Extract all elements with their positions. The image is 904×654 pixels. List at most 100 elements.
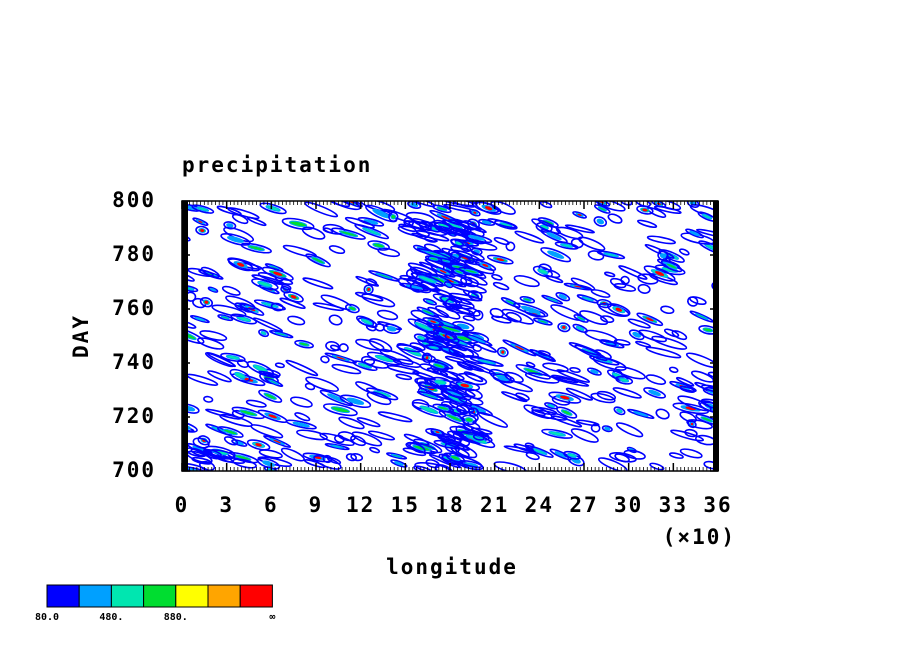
contour-blob: [294, 339, 314, 349]
contour-ring: [232, 458, 257, 469]
chart-title: precipitation: [182, 153, 372, 177]
contour-ring: [220, 233, 251, 246]
contour-blob: [189, 315, 210, 324]
contour-ring: [239, 302, 265, 316]
contour-blob: [191, 204, 215, 214]
contour-ring: [514, 230, 545, 244]
contour-ring: [366, 391, 392, 406]
contour-blob: [192, 217, 209, 226]
contour-ring: [345, 303, 360, 314]
contour-blob: [627, 318, 651, 329]
contour-blob: [280, 447, 305, 462]
contour-ring: [700, 416, 714, 423]
contour-core: [439, 269, 447, 274]
contour-blob: [345, 303, 360, 314]
contour-ring: [505, 241, 516, 252]
contour-blob: [657, 250, 669, 261]
x-tick-label: 12: [346, 493, 375, 517]
contour-ring: [599, 339, 617, 347]
contour-ring: [689, 230, 700, 237]
contour-blob: [192, 437, 210, 449]
contour-ring: [436, 206, 448, 212]
contour-blob: [338, 416, 365, 430]
contour-blob: [281, 217, 315, 231]
contour-blob: [338, 343, 349, 353]
contour-blob: [612, 387, 642, 399]
contour-ring: [570, 428, 599, 443]
contour-blob: [302, 277, 334, 290]
contour-blob: [203, 448, 222, 457]
contour-blob: [231, 213, 249, 225]
contour-blob: [331, 363, 362, 375]
contour-ring: [199, 330, 228, 342]
contour-ring: [231, 213, 249, 225]
contour-blob: [671, 330, 688, 341]
contour-blob: [468, 208, 481, 217]
contour-ring: [338, 416, 365, 430]
contour-blob: [398, 223, 417, 233]
contour-core: [690, 422, 694, 426]
contour-blob: [636, 312, 664, 327]
contour-ring: [461, 332, 493, 347]
contour-ring: [324, 352, 357, 364]
contour-ring: [429, 376, 452, 388]
contour-blob: [424, 338, 454, 349]
contour-blob: [377, 411, 413, 423]
contour-ring: [207, 286, 219, 293]
contour-blob: [515, 392, 530, 401]
contour-ring: [489, 307, 504, 319]
contour-ring: [570, 238, 584, 249]
contour-ring: [395, 373, 413, 381]
contour-ring: [424, 255, 443, 263]
contour-ring: [225, 354, 240, 360]
contour-ring: [263, 392, 277, 400]
contour-ring: [433, 363, 445, 369]
contour-blob: [613, 338, 631, 346]
contour-ring: [541, 428, 574, 439]
contour-ring: [515, 363, 551, 380]
contour-blob: [199, 296, 214, 308]
contour-blob: [200, 266, 220, 279]
contour-blob: [329, 201, 351, 208]
contour-ring: [679, 385, 696, 394]
contour-ring: [416, 306, 440, 318]
contour-ring: [623, 449, 646, 460]
contour-ring: [419, 405, 439, 414]
contour-ring: [665, 262, 678, 270]
contour-core: [514, 345, 525, 351]
contour-blob: [195, 225, 210, 236]
contour-ring: [409, 282, 425, 293]
contour-ring: [396, 344, 423, 353]
contour-ring: [464, 417, 474, 423]
contour-ring: [263, 435, 292, 448]
contour-ring: [525, 361, 536, 368]
contour-blob: [614, 366, 646, 380]
contour-ring: [388, 211, 399, 222]
contour-core: [645, 317, 654, 322]
contour-ring: [195, 225, 210, 236]
contour-ring: [590, 369, 599, 374]
contour-ring: [579, 310, 609, 326]
contour-blob: [411, 401, 447, 418]
contour-ring: [283, 291, 304, 303]
contour-ring: [672, 402, 709, 415]
contour-blob: [350, 435, 367, 447]
contour-ring: [227, 258, 254, 272]
contour-ring: [555, 291, 571, 302]
contour-blob: [304, 382, 316, 391]
contour-ring: [505, 299, 517, 306]
contour-blob: [324, 443, 350, 451]
contour-blob: [225, 295, 256, 310]
contour-blob: [458, 266, 484, 276]
contour-ring: [331, 227, 366, 240]
contour-ring: [614, 366, 646, 380]
contour-blob: [361, 293, 396, 308]
contour-ring: [330, 406, 351, 414]
contour-ring: [444, 332, 458, 341]
contour-blob: [505, 241, 516, 252]
contour-blob: [524, 442, 535, 449]
contour-ring: [576, 316, 586, 321]
contour-ring: [575, 325, 585, 331]
contour-blob: [246, 439, 271, 451]
contour-core: [655, 271, 665, 276]
